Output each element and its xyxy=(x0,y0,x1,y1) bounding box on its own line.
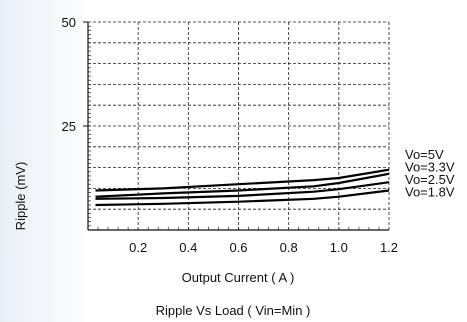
x-tick-label: 1.0 xyxy=(330,240,348,255)
series-line-vo-2-5v xyxy=(95,181,390,200)
y-tick-label: 50 xyxy=(62,15,76,30)
chart-caption: Ripple Vs Load ( Vin=Min ) xyxy=(156,303,311,318)
legend-entry: Vo=3.3V xyxy=(405,160,455,175)
legend-entry: Vo=1.8V xyxy=(405,185,455,200)
x-tick-label: 0.2 xyxy=(129,240,147,255)
series-line-vo-1-8v xyxy=(95,189,390,207)
legend-entry: Vo=5V xyxy=(405,147,444,162)
x-tick-label: 0.6 xyxy=(229,240,247,255)
labels: Output Current ( A ) Ripple (mV) Ripple … xyxy=(13,162,310,318)
y-axis-label: Ripple (mV) xyxy=(13,162,28,231)
x-tick-label: 0.8 xyxy=(280,240,298,255)
y-tick-label: 25 xyxy=(62,119,76,134)
series-line-vo-5v xyxy=(95,168,390,192)
x-axis-label: Output Current ( A ) xyxy=(182,270,295,285)
x-tick-label: 0.4 xyxy=(179,240,197,255)
legend-entry: Vo=2.5V xyxy=(405,172,455,187)
axes: 25 50 0.2 0.4 0.6 0.8 1.0 1.2 xyxy=(62,15,399,255)
series-line-vo-3-3v xyxy=(95,172,390,198)
x-tick-label: 1.2 xyxy=(380,240,398,255)
series-lines xyxy=(95,168,390,207)
